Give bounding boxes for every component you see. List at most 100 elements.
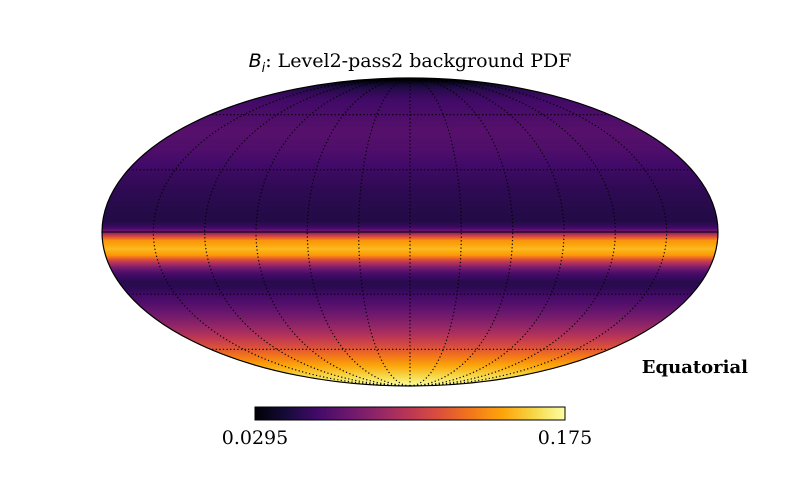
- density-band: [102, 127, 718, 129]
- density-band: [102, 278, 718, 280]
- density-band: [102, 120, 718, 122]
- density-band: [102, 276, 718, 278]
- density-band: [102, 322, 718, 324]
- density-band: [102, 225, 718, 227]
- density-band: [102, 354, 718, 356]
- density-band: [102, 383, 718, 385]
- density-band: [102, 85, 718, 87]
- density-band: [102, 109, 718, 111]
- density-band: [102, 379, 718, 381]
- density-band: [102, 196, 718, 198]
- density-band: [102, 220, 718, 222]
- density-band: [102, 113, 718, 115]
- density-band: [102, 173, 718, 175]
- density-band: [102, 222, 718, 224]
- density-band: [102, 261, 718, 263]
- density-band: [102, 314, 718, 316]
- density-band: [102, 84, 718, 86]
- colorbar-min-label: 0.0295: [222, 427, 288, 449]
- density-band: [102, 99, 718, 101]
- density-band: [102, 88, 718, 90]
- density-band: [102, 92, 718, 94]
- density-band: [102, 164, 718, 166]
- density-band: [102, 159, 718, 161]
- density-band: [102, 105, 718, 107]
- density-band: [102, 321, 718, 323]
- colorbar-gradient: [254, 406, 566, 421]
- density-band: [102, 148, 718, 150]
- density-band: [102, 95, 718, 97]
- density-band: [102, 384, 718, 386]
- density-band: [102, 299, 718, 301]
- title-text: : Level2-pass2 background PDF: [265, 50, 571, 72]
- density-band: [102, 272, 718, 274]
- density-band: [102, 156, 718, 158]
- density-band: [102, 333, 718, 335]
- density-band: [102, 135, 718, 137]
- density-band: [102, 96, 718, 98]
- density-band: [102, 315, 718, 317]
- density-band: [102, 304, 718, 306]
- density-band: [102, 188, 718, 190]
- density-band: [102, 218, 718, 220]
- density-band: [102, 229, 718, 231]
- density-band: [102, 157, 718, 159]
- density-band: [102, 170, 718, 172]
- meridian-line: [306, 78, 411, 386]
- density-band: [102, 319, 718, 321]
- density-band: [102, 178, 718, 180]
- density-band: [102, 346, 718, 348]
- density-band: [102, 369, 718, 371]
- density-band: [102, 318, 718, 320]
- density-band: [102, 186, 718, 188]
- density-band: [102, 103, 718, 105]
- density-band: [102, 380, 718, 382]
- density-band: [102, 258, 718, 260]
- density-band: [102, 181, 718, 183]
- density-band: [102, 343, 718, 345]
- density-band: [102, 275, 718, 277]
- density-band: [102, 78, 718, 80]
- density-band: [102, 121, 718, 123]
- density-band: [102, 228, 718, 230]
- colorbar: 0.0295 0.175: [222, 406, 592, 449]
- density-band: [102, 106, 718, 108]
- density-band: [102, 210, 718, 212]
- meridian-line: [152, 78, 411, 386]
- density-band: [102, 209, 718, 211]
- density-band: [102, 155, 718, 157]
- density-band: [102, 279, 718, 281]
- density-band: [102, 152, 718, 154]
- density-band: [102, 117, 718, 119]
- density-band: [102, 254, 718, 256]
- density-band: [102, 292, 718, 294]
- density-band: [102, 239, 718, 241]
- density-band: [102, 283, 718, 285]
- density-band: [102, 131, 718, 133]
- density-band: [102, 348, 718, 350]
- density-band: [102, 153, 718, 155]
- density-band: [102, 361, 718, 363]
- density-band: [102, 351, 718, 353]
- density-band: [102, 207, 718, 209]
- density-band: [102, 142, 718, 144]
- density-band: [102, 139, 718, 141]
- density-band: [102, 311, 718, 313]
- density-band: [102, 138, 718, 140]
- density-band: [102, 317, 718, 319]
- density-band: [102, 332, 718, 334]
- density-band: [102, 80, 718, 82]
- density-band: [102, 240, 718, 242]
- density-band: [102, 353, 718, 355]
- density-band: [102, 325, 718, 327]
- density-band: [102, 184, 718, 186]
- chart-title: Bi: Level2-pass2 background PDF: [249, 50, 572, 76]
- density-band: [102, 371, 718, 373]
- density-band: [102, 335, 718, 337]
- density-band: [102, 175, 718, 177]
- density-band: [102, 128, 718, 130]
- density-band: [102, 246, 718, 248]
- density-band: [102, 235, 718, 237]
- density-band: [102, 347, 718, 349]
- title-symbol: B: [249, 50, 262, 72]
